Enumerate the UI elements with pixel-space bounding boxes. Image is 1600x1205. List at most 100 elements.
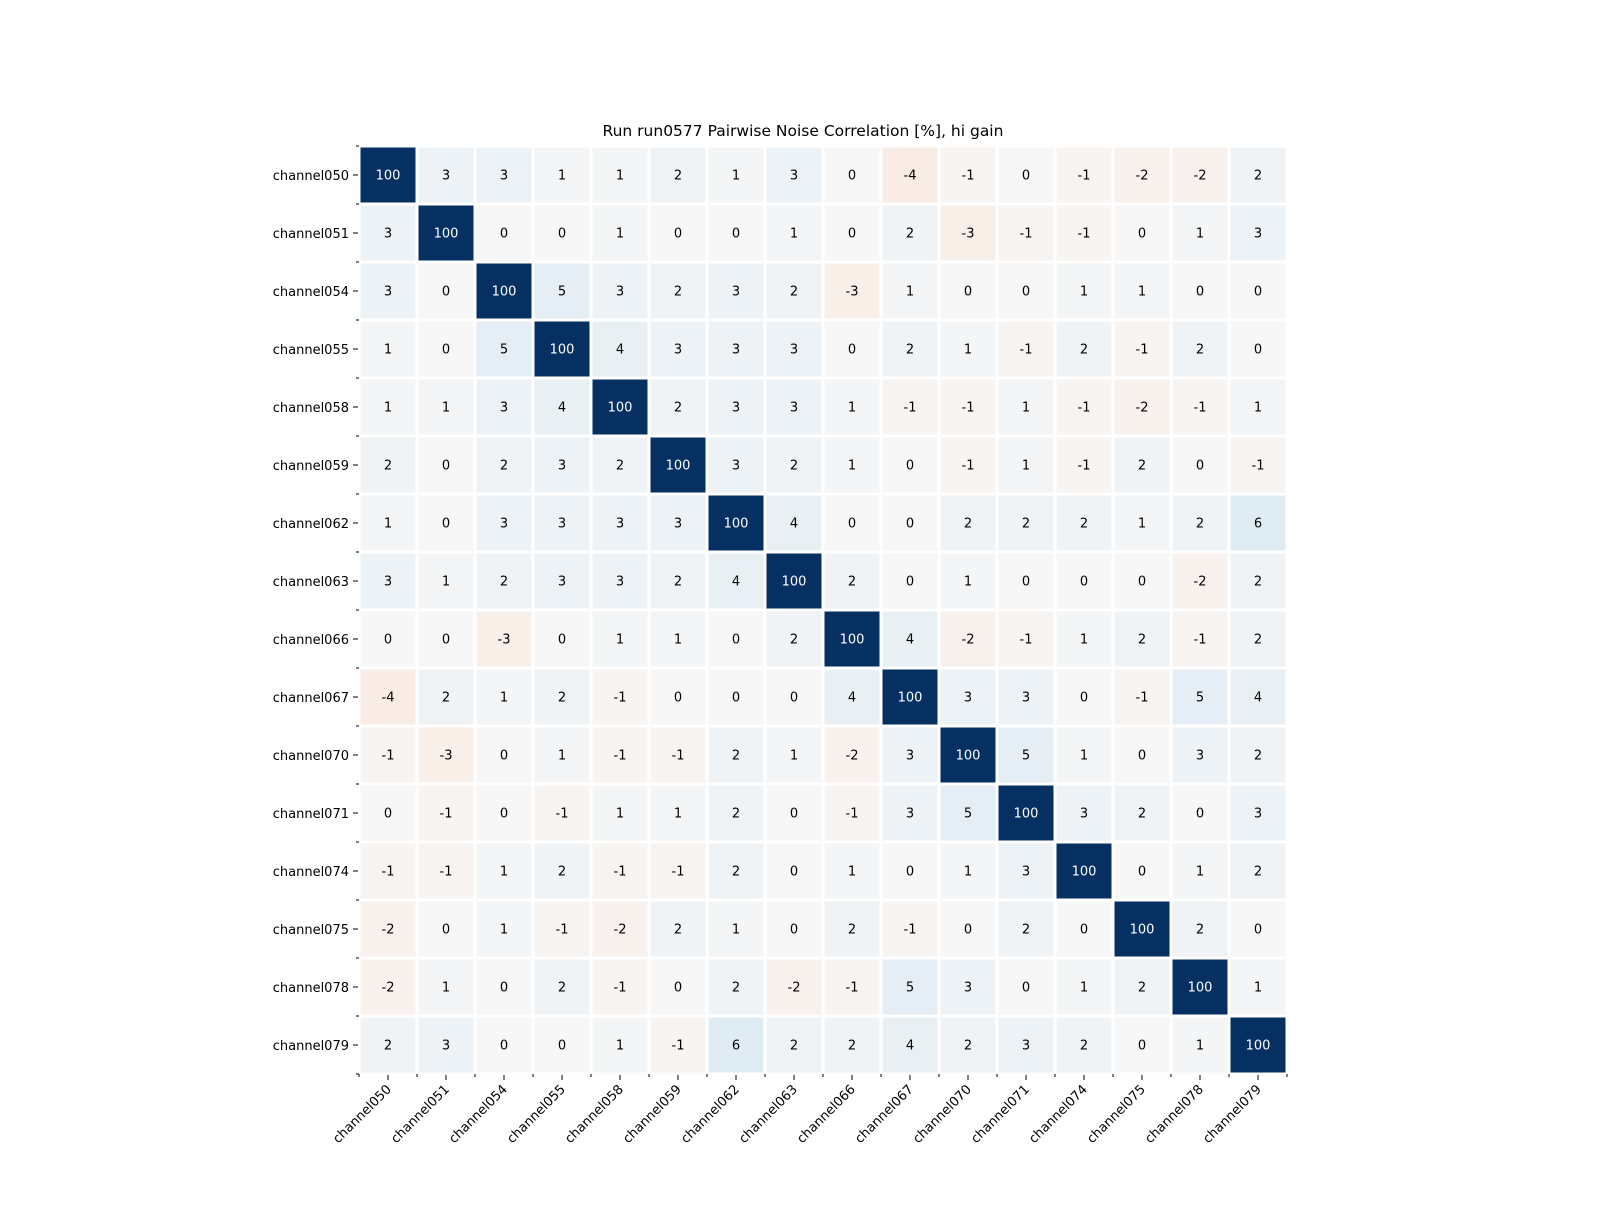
heatmap-cell xyxy=(1114,901,1170,957)
heatmap-cell xyxy=(534,495,590,551)
heatmap-cell xyxy=(766,437,822,493)
cell-value-label: 0 xyxy=(1022,575,1030,590)
cell-value-label: 0 xyxy=(1138,749,1146,764)
cell-value-label: 1 xyxy=(1254,401,1262,416)
heatmap-cell xyxy=(592,669,648,725)
heatmap-cell xyxy=(940,205,996,261)
heatmap-cell xyxy=(592,727,648,783)
cell-value-label: 6 xyxy=(732,1039,740,1054)
cell-value-label: 3 xyxy=(616,285,624,300)
heatmap-cell xyxy=(1114,843,1170,899)
heatmap-cell xyxy=(708,437,764,493)
cell-value-label: -1 xyxy=(1078,227,1091,242)
cell-value-label: 3 xyxy=(906,749,914,764)
heatmap-cell xyxy=(1056,727,1112,783)
cell-value-label: 1 xyxy=(964,343,972,358)
heatmap-cell xyxy=(650,321,706,377)
cell-value-label: -1 xyxy=(382,865,395,880)
heatmap-cell xyxy=(882,843,938,899)
heatmap-cell xyxy=(360,669,416,725)
cell-value-label: 4 xyxy=(1254,691,1262,706)
heatmap-cell xyxy=(534,263,590,319)
y-tick-label: channel071 xyxy=(273,807,349,822)
cell-value-label: 3 xyxy=(906,807,914,822)
heatmap-cell xyxy=(824,959,880,1015)
cell-value-label: 1 xyxy=(1022,459,1030,474)
cell-value-label: 2 xyxy=(1080,517,1088,532)
cell-value-label: 100 xyxy=(1014,807,1039,822)
heatmap-cell xyxy=(418,959,474,1015)
cell-value-label: 3 xyxy=(500,517,508,532)
cell-value-label: 0 xyxy=(1138,575,1146,590)
heatmap-cell xyxy=(418,205,474,261)
cell-value-label: 1 xyxy=(384,401,392,416)
y-tick-label: channel074 xyxy=(273,865,349,880)
heatmap-cell xyxy=(418,379,474,435)
cell-value-label: 0 xyxy=(1196,285,1204,300)
cell-value-label: 1 xyxy=(442,401,450,416)
heatmap-cell xyxy=(476,843,532,899)
heatmap-cell xyxy=(534,959,590,1015)
heatmap-cell xyxy=(708,901,764,957)
heatmap-cell xyxy=(998,1017,1054,1073)
heatmap-cell xyxy=(1172,147,1228,203)
heatmap-cell xyxy=(534,901,590,957)
y-tick-label: channel078 xyxy=(273,981,349,996)
cell-value-label: -1 xyxy=(556,923,569,938)
heatmap-cell xyxy=(1056,611,1112,667)
heatmap-cell xyxy=(1114,263,1170,319)
cell-value-label: 3 xyxy=(616,517,624,532)
heatmap-cell xyxy=(592,495,648,551)
heatmap-cell xyxy=(1230,553,1286,609)
heatmap-cell xyxy=(1056,959,1112,1015)
heatmap-cell xyxy=(824,263,880,319)
heatmap-cell xyxy=(1230,495,1286,551)
heatmap-cell xyxy=(998,785,1054,841)
heatmap-cell xyxy=(534,669,590,725)
cell-value-label: 3 xyxy=(616,575,624,590)
heatmap-cell xyxy=(824,379,880,435)
heatmap-cell xyxy=(998,843,1054,899)
cell-value-label: 2 xyxy=(1196,343,1204,358)
heatmap-cell xyxy=(592,959,648,1015)
x-tick-label: channel074 xyxy=(1026,1082,1091,1147)
cell-value-label: 1 xyxy=(674,807,682,822)
heatmap-cell xyxy=(650,959,706,1015)
cell-value-label: -1 xyxy=(1078,169,1091,184)
cell-value-label: 4 xyxy=(732,575,740,590)
heatmap-cell xyxy=(940,147,996,203)
cell-value-label: 3 xyxy=(384,227,392,242)
heatmap-cell xyxy=(824,553,880,609)
cell-value-label: 2 xyxy=(558,981,566,996)
cell-value-label: -2 xyxy=(962,633,975,648)
heatmap-cell xyxy=(418,669,474,725)
heatmap-cell xyxy=(766,321,822,377)
y-tick-label: channel066 xyxy=(273,633,349,648)
cell-value-label: 0 xyxy=(906,517,914,532)
cell-value-label: -2 xyxy=(1194,575,1207,590)
cell-value-label: 1 xyxy=(674,633,682,648)
heatmap-cell xyxy=(998,205,1054,261)
x-tick-label: channel050 xyxy=(330,1082,395,1147)
cell-value-label: -1 xyxy=(1020,227,1033,242)
heatmap-cell xyxy=(940,1017,996,1073)
heatmap-cell xyxy=(1230,901,1286,957)
heatmap-cell xyxy=(766,495,822,551)
heatmap-cell xyxy=(1114,611,1170,667)
cell-value-label: -4 xyxy=(904,169,917,184)
heatmap-cell xyxy=(360,495,416,551)
cell-value-label: 1 xyxy=(442,981,450,996)
heatmap-cell xyxy=(766,379,822,435)
heatmap-cell xyxy=(766,205,822,261)
heatmap-cell xyxy=(1172,205,1228,261)
cell-value-label: 2 xyxy=(674,169,682,184)
cell-value-label: 4 xyxy=(906,1039,914,1054)
cell-value-label: 3 xyxy=(1254,227,1262,242)
y-tick-label: channel051 xyxy=(273,227,349,242)
cell-value-label: 100 xyxy=(550,343,575,358)
y-tick-label: channel075 xyxy=(273,923,349,938)
cell-value-label: -1 xyxy=(614,981,627,996)
heatmap-cell xyxy=(940,959,996,1015)
heatmap-cell xyxy=(650,901,706,957)
